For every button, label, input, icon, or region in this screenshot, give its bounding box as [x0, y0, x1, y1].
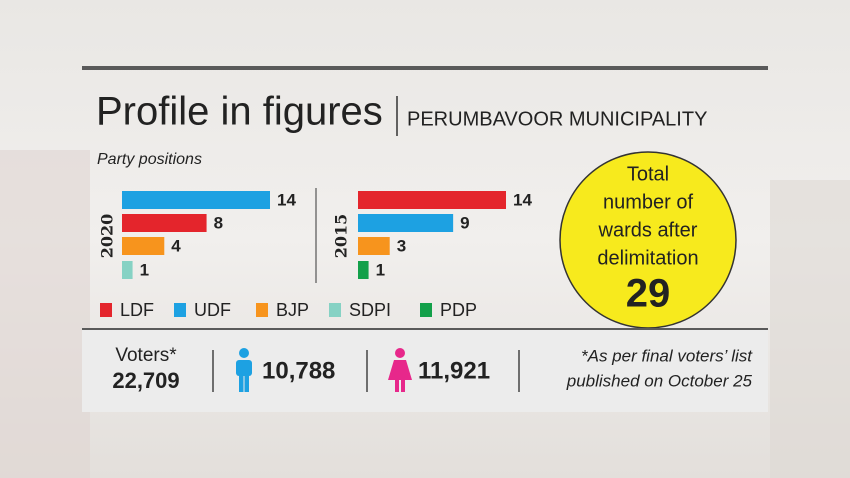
background-building — [0, 150, 90, 478]
wards-label: Total — [627, 163, 669, 185]
value-label: 9 — [460, 213, 469, 232]
voters-rule — [82, 328, 768, 330]
subtitle: PERUMBAVOOR MUNICIPALITY — [407, 108, 707, 130]
caption: Party positions — [97, 151, 202, 168]
voters-box — [82, 328, 768, 412]
bar — [358, 214, 454, 232]
background-building — [770, 180, 850, 478]
note: published on October 25 — [566, 371, 753, 390]
legend-label: BJP — [276, 300, 309, 320]
male-voters: 10,788 — [262, 357, 335, 384]
legend-swatch — [174, 303, 186, 317]
note: *As per final voters’ list — [581, 346, 753, 365]
legend-label: UDF — [194, 300, 231, 320]
legend-swatch — [100, 303, 112, 317]
wards-label: delimitation — [597, 247, 698, 269]
value-label: 14 — [513, 190, 532, 209]
value-label: 8 — [214, 213, 223, 232]
voters-label: Voters* — [115, 345, 177, 366]
bar — [122, 191, 270, 209]
legend-swatch — [256, 303, 268, 317]
value-label: 4 — [171, 236, 181, 255]
value-label: 14 — [277, 190, 296, 209]
legend-label: PDP — [440, 300, 477, 320]
top-rule — [82, 66, 768, 70]
legend-label: SDPI — [349, 300, 391, 320]
bar — [358, 261, 369, 279]
wards-label: wards after — [598, 219, 698, 241]
value-label: 3 — [397, 236, 406, 255]
wards-value: 29 — [626, 272, 671, 316]
female-voters: 11,921 — [418, 357, 490, 384]
bar — [358, 191, 506, 209]
legend-swatch — [420, 303, 432, 317]
bar — [358, 237, 390, 255]
legend-swatch — [329, 303, 341, 317]
bar — [122, 261, 133, 279]
bar — [122, 214, 207, 232]
value-label: 1 — [376, 260, 385, 279]
wards-label: number of — [603, 191, 693, 213]
chart-year: 2020 — [98, 214, 117, 259]
female-icon — [388, 348, 412, 392]
chart-year: 2015 — [332, 214, 351, 259]
legend-label: LDF — [120, 300, 154, 320]
male-icon — [236, 348, 252, 392]
title: Profile in figures — [96, 90, 383, 134]
bar — [122, 237, 165, 255]
voters-total: 22,709 — [112, 368, 179, 393]
value-label: 1 — [140, 260, 149, 279]
